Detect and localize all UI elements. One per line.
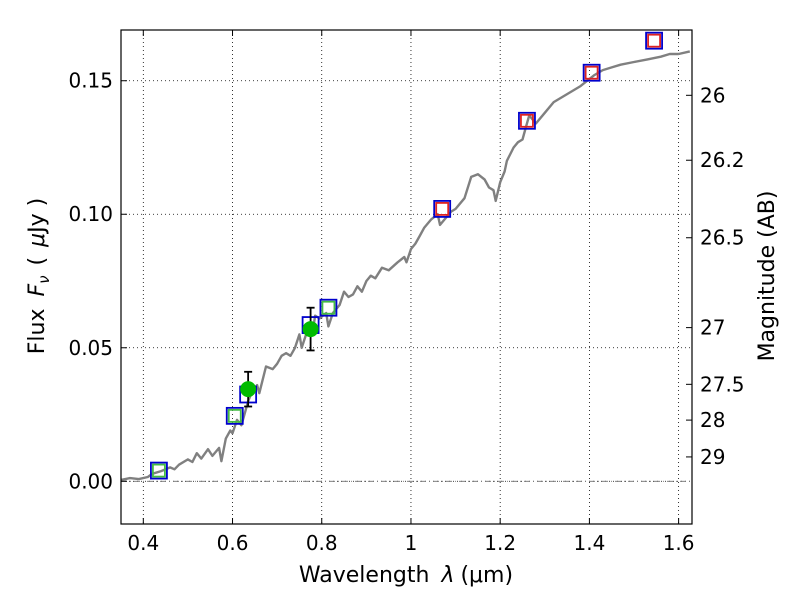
y2-tick-label: 27 (700, 316, 725, 340)
blue-square-marker (645, 31, 663, 50)
red-square-marker (520, 113, 534, 128)
blue-square-marker (582, 63, 601, 82)
y2-tick-label: 26 (700, 83, 725, 107)
x-tick-label: 1 (405, 531, 418, 555)
y2-tick-label: 26.2 (700, 148, 745, 172)
x-tick-label: 1.4 (573, 531, 605, 555)
x-tick-label: 0.4 (127, 531, 159, 555)
y-axis-label-symbol: F (25, 284, 50, 297)
blue-square-marker (518, 111, 536, 130)
green-square-marker (152, 463, 166, 478)
x-tick-label: 1.2 (484, 531, 516, 555)
x-axis-label-text: Wavelength (299, 563, 430, 588)
green-square-marker (321, 300, 336, 315)
plot-frame (120, 29, 693, 525)
ticks: 0.4 0.6 0.8 1 1.2 1.4 1.6 0.00 0.05 0.10 0.15 26 26.… (68, 30, 745, 555)
red-square-marker (435, 202, 450, 216)
spectrum-line (120, 50, 691, 482)
x-axis-label-unit: (μm) (460, 563, 513, 588)
y-axis-label: Flux Fν ( μJy ) (25, 198, 53, 354)
red-square-marker (584, 65, 599, 80)
y-axis-label-mu: μ (25, 233, 50, 248)
x-tick-label: 0.8 (306, 531, 338, 555)
y2-axis-label: Magnitude (AB) (755, 191, 780, 362)
y-tick-label: 0.10 (68, 202, 113, 226)
y2-tick-label: 27.5 (700, 372, 745, 396)
blue-square-marker (225, 406, 244, 425)
blue-square-marker (433, 200, 452, 218)
x-axis-label-symbol: λ (440, 563, 454, 588)
y-tick-label: 0.15 (68, 69, 113, 93)
y-tick-label: 0.00 (68, 469, 113, 493)
green-square-marker (227, 408, 242, 423)
y-tick-label: 0.05 (68, 336, 113, 360)
y-axis-label-subscript: ν (35, 275, 53, 283)
x-tick-label: 1.6 (663, 531, 695, 555)
y-axis-label-paren: ( (25, 257, 50, 266)
y-axis-label-unit: Jy ) (25, 198, 50, 235)
x-axis-label: Wavelength λ (μm) (299, 563, 513, 588)
y-axis-label-text: Flux (25, 309, 50, 355)
x-tick-label: 0.6 (217, 531, 249, 555)
blue-square-marker (319, 298, 338, 317)
blue-square-marker (150, 461, 168, 480)
y2-tick-label: 26.5 (700, 226, 745, 250)
observed-point (302, 321, 319, 338)
data-layer (120, 31, 691, 482)
observed-point (240, 381, 257, 398)
y2-tick-label: 29 (700, 445, 725, 469)
red-square-marker (647, 33, 661, 48)
y2-tick-label: 28 (700, 408, 725, 432)
